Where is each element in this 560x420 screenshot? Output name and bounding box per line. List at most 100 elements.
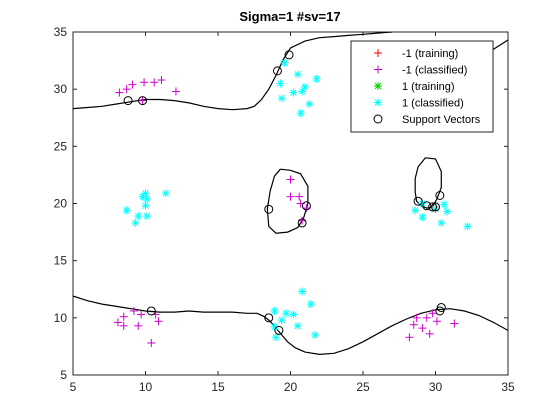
legend-marker <box>374 49 382 57</box>
1-classified-point <box>431 205 440 214</box>
y-tick-label: 30 <box>54 82 68 96</box>
1-classified-point <box>140 78 149 87</box>
x-tick-label: 10 <box>139 380 153 394</box>
y-tick-label: 15 <box>54 254 68 268</box>
1-classified-point <box>134 321 143 330</box>
support-vectors-point <box>431 202 440 212</box>
1-classified-point <box>150 78 159 87</box>
1-classified-point <box>142 194 151 203</box>
1-classified-point <box>131 218 140 227</box>
support-vectors-point <box>422 201 432 211</box>
y-tick-label: 25 <box>54 139 68 153</box>
1-classified-point <box>115 88 124 97</box>
legend-label: Support Vectors <box>402 114 481 126</box>
1-classified-point <box>296 109 305 118</box>
support-vectors-point <box>428 202 438 212</box>
1-classified-point <box>305 100 314 109</box>
1-classified-point <box>409 320 418 329</box>
y-tick-label: 35 <box>54 25 68 39</box>
1-classified-point <box>161 189 170 198</box>
legend-entry-support-vectors: Support Vectors <box>373 114 481 126</box>
axis-ticks: 5 10 15 20 25 30 35 5 10 15 20 25 30 35 <box>54 25 515 394</box>
support-vectors-point <box>435 306 445 316</box>
1-classified-point <box>277 316 286 325</box>
1-classified-point <box>289 88 298 97</box>
1-classified-point <box>154 317 163 326</box>
1-classified-point <box>142 212 151 221</box>
1-classified-point <box>277 94 286 103</box>
support-vectors-point <box>284 50 294 60</box>
support-vectors-point <box>123 96 133 106</box>
y-tick-label: 10 <box>54 311 68 325</box>
boundary-curve-0 <box>73 32 393 111</box>
1-classified-point <box>122 85 131 94</box>
1-classified-point <box>422 313 431 322</box>
1-classified-point <box>412 313 421 322</box>
legend-entry-1-training: 1 (training) <box>374 81 455 93</box>
support-vectors-point <box>138 96 148 106</box>
1-classified-point <box>270 306 279 315</box>
1-classified-point <box>138 96 147 105</box>
legend-marker <box>373 114 383 124</box>
1-classified-point <box>280 58 289 67</box>
1-classified-point <box>129 306 138 315</box>
legend-label: 1 (classified) <box>402 98 464 110</box>
support-vectors-point <box>264 204 274 214</box>
1-classified-point <box>122 206 131 215</box>
1-classified-point <box>301 82 309 91</box>
x-tick-label: 20 <box>284 380 298 394</box>
1-classified-point <box>418 324 427 333</box>
legend: -1 (training) -1 (classified) 1 (training)… <box>350 40 494 133</box>
x-tick-label: 5 <box>70 380 77 394</box>
1-classified-point <box>302 204 311 213</box>
1-classified-point <box>276 79 285 88</box>
1-classified-point <box>282 309 291 318</box>
1-classified-point <box>312 74 321 83</box>
1-classified-point <box>293 321 302 330</box>
1-classified-point <box>113 318 122 327</box>
legend-label: 1 (training) <box>402 81 455 93</box>
1-classified-point <box>141 189 150 198</box>
x-tick-label: 35 <box>501 380 515 394</box>
1-classified-point <box>450 319 459 328</box>
1-classified-point <box>311 330 320 339</box>
1-classified-point <box>298 216 307 225</box>
1-classified-point <box>157 76 166 85</box>
1-classified-point <box>289 310 298 319</box>
1-classified-point <box>137 310 146 319</box>
1-classified-point <box>425 329 434 338</box>
1-classified-point <box>171 87 180 96</box>
y-tick-label: 5 <box>60 368 67 382</box>
1-classified-point <box>463 222 472 231</box>
data-points <box>113 50 472 347</box>
1-classified-point <box>147 338 156 347</box>
support-vectors-point <box>264 313 274 323</box>
1-classified-point <box>119 321 128 330</box>
1-classified-point <box>295 192 304 201</box>
legend-marker <box>374 65 382 74</box>
1-classified-point <box>428 309 437 318</box>
1-classified-point <box>141 201 150 210</box>
x-tick-label: 30 <box>429 380 443 394</box>
1-classified-point <box>306 300 315 309</box>
1-classified-point <box>298 87 307 96</box>
support-vectors-point <box>435 190 445 200</box>
legend-entry-1-classified: -1 (classified) <box>374 65 467 77</box>
x-tick-label: 25 <box>356 380 370 394</box>
1-classified-point <box>286 192 295 201</box>
legend-marker <box>374 98 382 107</box>
y-tick-label: 20 <box>54 197 68 211</box>
1-classified-point <box>405 333 414 342</box>
support-vectors-point <box>297 218 307 228</box>
1-classified-point <box>298 287 307 296</box>
boundary-curve-4 <box>414 157 442 209</box>
support-vectors-point <box>272 66 282 76</box>
boundary-curve-3 <box>266 168 309 234</box>
support-vectors-point <box>146 306 156 316</box>
support-vectors-point <box>413 196 423 206</box>
support-vectors-point <box>301 201 311 211</box>
1-classified-point <box>134 212 143 221</box>
1-classified-point <box>440 200 449 209</box>
1-classified-point <box>293 70 302 79</box>
